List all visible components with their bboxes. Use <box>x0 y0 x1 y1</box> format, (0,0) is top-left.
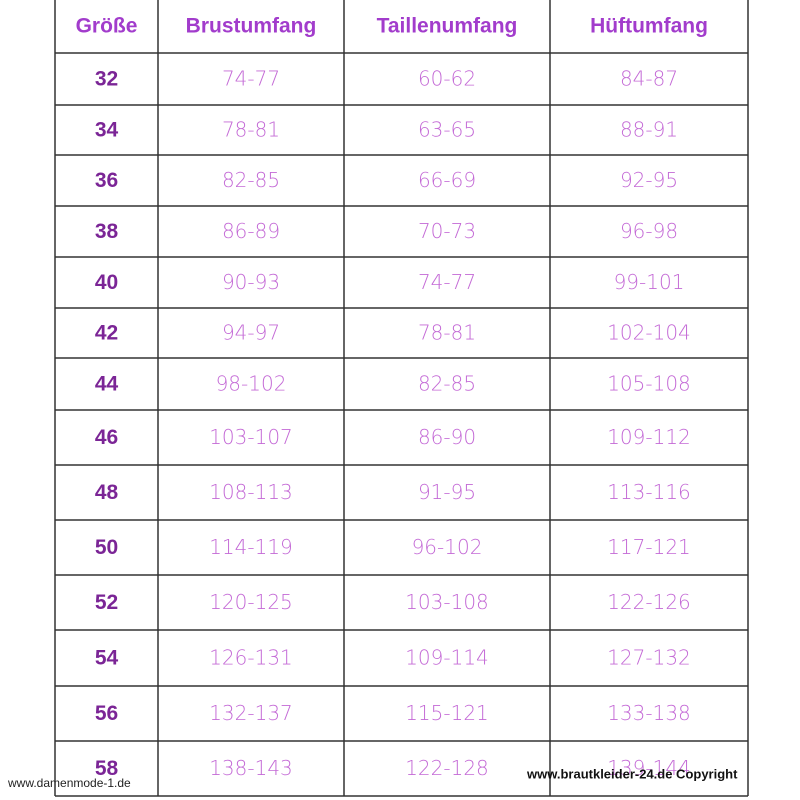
measure-cell: 102-104 <box>607 321 691 345</box>
measure-cell: 74-77 <box>418 270 476 294</box>
measure-cell: 120-125 <box>209 590 293 614</box>
measure-cell: 96-102 <box>412 535 483 559</box>
measure-cell: 117-121 <box>607 535 691 559</box>
measure-cell: 74-77 <box>222 67 280 91</box>
measure-cell: 103-108 <box>405 590 489 614</box>
measure-cell: 109-112 <box>607 425 691 449</box>
size-cell: 42 <box>95 322 118 345</box>
size-cell: 36 <box>95 169 118 192</box>
measure-cell: 90-93 <box>222 270 280 294</box>
size-cell: 58 <box>95 757 119 780</box>
measure-cell: 139-144 <box>607 756 691 780</box>
size-cell: 48 <box>95 481 119 504</box>
size-cell: 40 <box>95 271 118 294</box>
watermark: www.damenmode-1.de <box>7 776 131 790</box>
measure-cell: 82-85 <box>418 372 476 396</box>
measure-cell: 114-119 <box>209 535 293 559</box>
measure-cell: 94-97 <box>222 321 280 345</box>
measure-cell: 86-89 <box>222 219 280 243</box>
header-cell: Taillenumfang <box>377 15 518 38</box>
size-cell: 32 <box>95 68 118 91</box>
watermark: www.brautkleider-24.de Copyright <box>526 766 738 781</box>
measure-cell: 126-131 <box>209 646 293 670</box>
header-cell: Hüftumfang <box>590 15 708 38</box>
measure-cell: 96-98 <box>620 219 678 243</box>
header-cell: Brustumfang <box>186 15 317 38</box>
measure-cell: 66-69 <box>418 168 476 192</box>
size-cell: 52 <box>95 591 118 614</box>
size-cell: 54 <box>95 647 119 670</box>
measure-cell: 60-62 <box>418 67 476 91</box>
size-cell: 56 <box>95 702 118 725</box>
measure-cell: 105-108 <box>607 372 691 396</box>
measure-cell: 86-90 <box>418 425 476 449</box>
size-cell: 46 <box>95 426 118 449</box>
size-cell: 50 <box>95 536 118 559</box>
measure-cell: 108-113 <box>209 480 293 504</box>
measure-cell: 122-126 <box>607 590 691 614</box>
measure-cell: 109-114 <box>405 646 489 670</box>
measure-cell: 78-81 <box>222 118 280 142</box>
measure-cell: 113-116 <box>607 480 691 504</box>
header-cell: Größe <box>76 15 138 38</box>
measure-cell: 92-95 <box>620 168 678 192</box>
measure-cell: 127-132 <box>607 646 691 670</box>
size-cell: 38 <box>95 220 119 243</box>
size-cell: 44 <box>95 373 119 396</box>
measure-cell: 70-73 <box>418 219 476 243</box>
measure-cell: 84-87 <box>620 67 678 91</box>
measure-cell: 115-121 <box>405 701 489 725</box>
measure-cell: 138-143 <box>209 756 293 780</box>
measure-cell: 132-137 <box>209 701 293 725</box>
measure-cell: 98-102 <box>216 372 287 396</box>
measure-cell: 78-81 <box>418 321 476 345</box>
measure-cell: 88-91 <box>620 118 678 142</box>
size-cell: 34 <box>95 119 119 142</box>
measure-cell: 82-85 <box>222 168 280 192</box>
measure-cell: 63-65 <box>418 118 476 142</box>
measure-cell: 91-95 <box>418 480 476 504</box>
measure-cell: 122-128 <box>405 756 489 780</box>
measure-cell: 99-101 <box>614 270 685 294</box>
measure-cell: 103-107 <box>209 425 293 449</box>
measure-cell: 133-138 <box>607 701 691 725</box>
